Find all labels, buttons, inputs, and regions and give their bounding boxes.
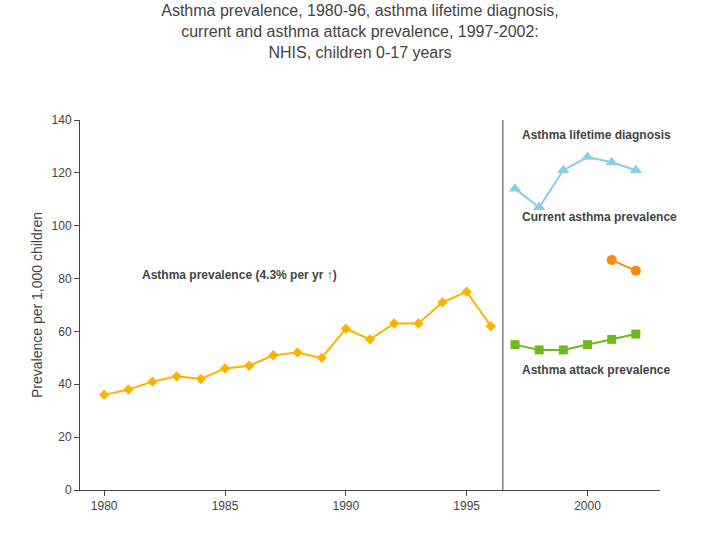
svg-text:0: 0: [65, 483, 72, 497]
svg-text:Current asthma prevalence: Current asthma prevalence: [522, 210, 677, 224]
svg-text:1995: 1995: [453, 499, 480, 513]
svg-text:Asthma attack prevalence: Asthma attack prevalence: [522, 363, 670, 377]
svg-text:Asthma prevalence (4.3% per yr: Asthma prevalence (4.3% per yr ↑): [142, 268, 337, 282]
svg-text:Asthma lifetime diagnosis: Asthma lifetime diagnosis: [522, 128, 671, 142]
svg-text:Prevalence per 1,000 children: Prevalence per 1,000 children: [29, 212, 45, 398]
svg-text:Asthma prevalence, 1980-96, as: Asthma prevalence, 1980-96, asthma lifet…: [161, 2, 559, 61]
svg-text:120: 120: [52, 166, 72, 180]
svg-text:2000: 2000: [574, 499, 601, 513]
svg-text:1990: 1990: [332, 499, 359, 513]
svg-text:1980: 1980: [91, 499, 118, 513]
svg-text:140: 140: [52, 113, 72, 127]
svg-text:40: 40: [58, 377, 72, 391]
svg-text:60: 60: [58, 325, 72, 339]
svg-text:100: 100: [52, 219, 72, 233]
svg-text:1985: 1985: [212, 499, 239, 513]
svg-text:20: 20: [58, 430, 72, 444]
svg-text:80: 80: [58, 272, 72, 286]
